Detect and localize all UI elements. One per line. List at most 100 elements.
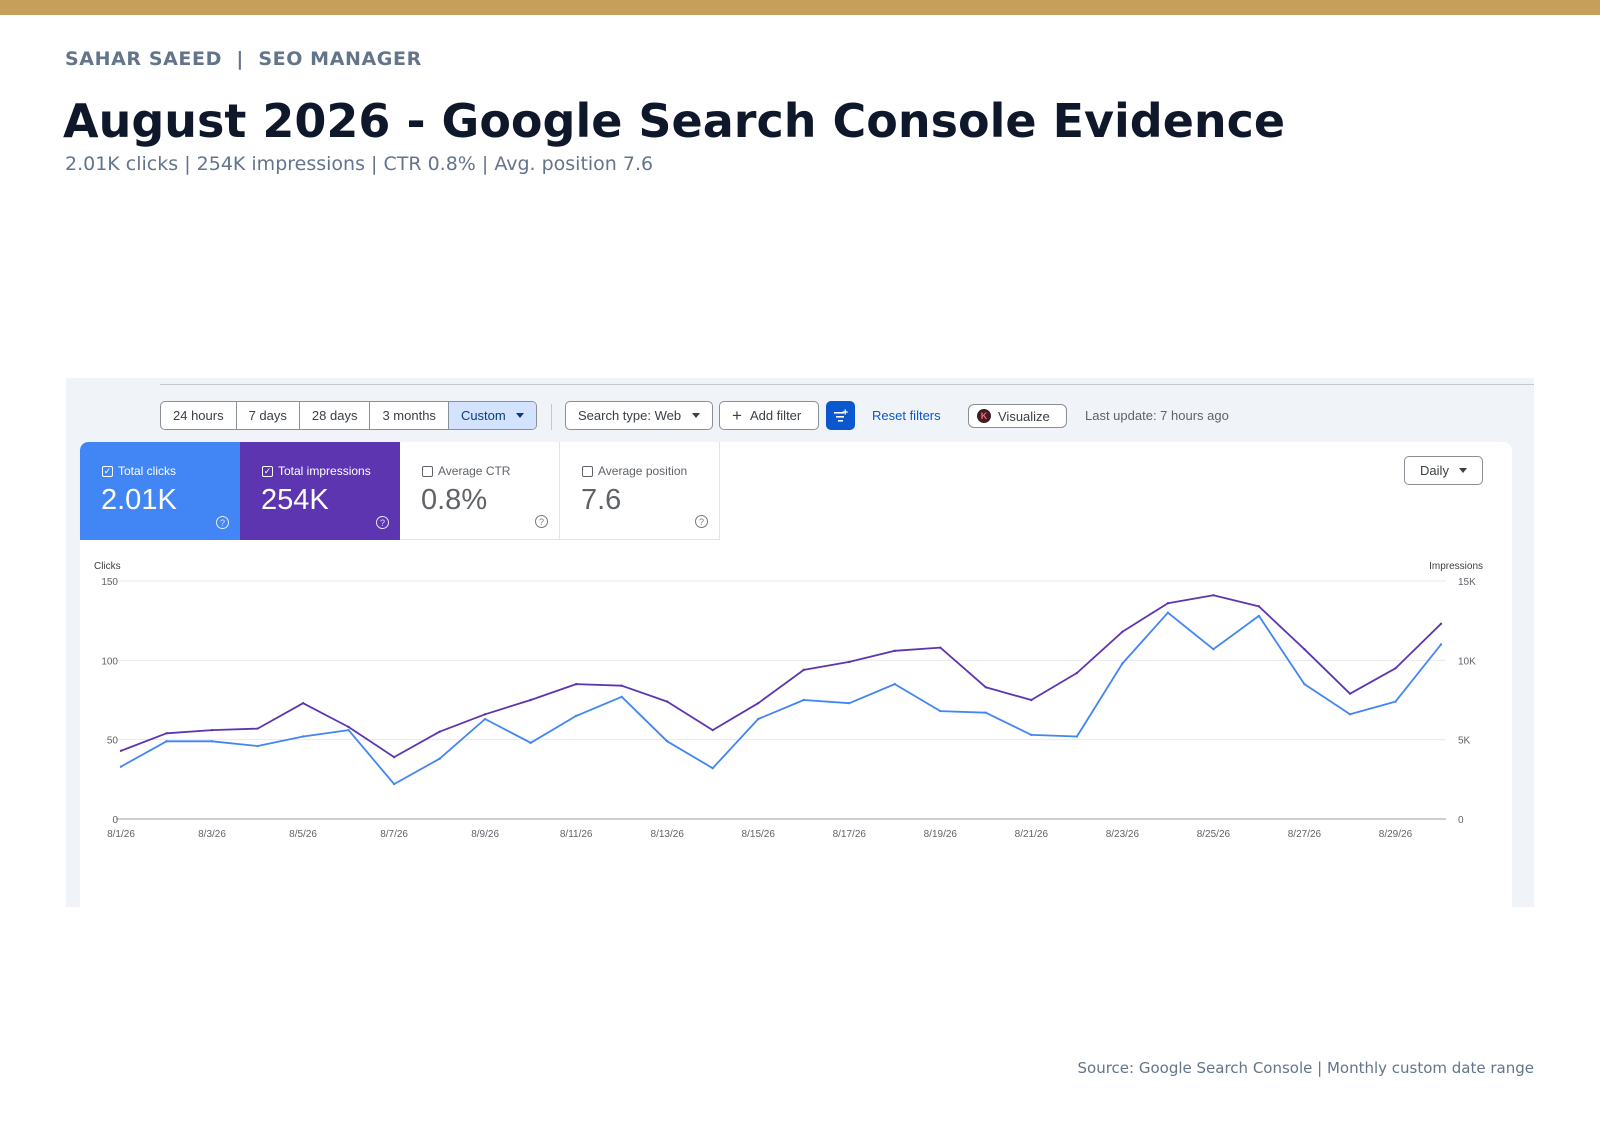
performance-chart: 0 50 100 150 0 5K 10K 15K Clicks Impressions 8/1/2… [94, 561, 1483, 840]
range-24-hours[interactable]: 24 hours [161, 402, 237, 429]
data-point-total-clicks [1394, 700, 1397, 703]
search-type-dropdown[interactable]: Search type: Web [565, 401, 713, 430]
metric-value: 254K [261, 484, 329, 516]
metric-average-ctr[interactable]: Average CTR 0.8% ? [400, 442, 560, 540]
data-point-total-clicks [984, 711, 988, 714]
left-axis-title: Clicks [94, 561, 121, 572]
data-point-total-impressions [483, 713, 487, 716]
page-title: August 2026 - Google Search Console Evid… [63, 94, 1286, 148]
search-console-screenshot: 24 hours 7 days 28 days 3 months Custom … [66, 378, 1534, 907]
data-point-total-clicks [1212, 648, 1215, 651]
accent-bar [0, 0, 1600, 15]
plus-icon: + [732, 406, 742, 425]
data-point-total-impressions [1075, 671, 1079, 675]
range-28-days[interactable]: 28 days [300, 402, 371, 429]
checkbox-checked-icon[interactable]: ✓ [262, 465, 273, 477]
data-point-total-impressions [392, 755, 396, 759]
data-point-total-clicks [347, 728, 350, 732]
visualize-label: Visualize [998, 408, 1050, 424]
chevron-down-icon [515, 413, 524, 418]
right-tick-label: 15K [1458, 577, 1476, 588]
data-point-total-clicks [1075, 735, 1079, 738]
help-icon[interactable]: ? [216, 516, 229, 529]
data-point-total-impressions [438, 730, 441, 733]
metric-total-clicks[interactable]: ✓ Total clicks 2.01K ? [80, 442, 240, 540]
x-tick-label: 8/21/26 [1015, 829, 1049, 840]
x-tick-label: 8/25/26 [1197, 829, 1231, 840]
checkbox-checked-icon[interactable]: ✓ [102, 465, 113, 477]
right-tick-label: 10K [1458, 656, 1476, 667]
right-axis-title: Impressions [1429, 561, 1483, 572]
data-point-total-clicks [483, 717, 487, 721]
data-point-total-clicks [893, 682, 896, 686]
data-point-total-impressions [711, 728, 714, 732]
metric-label-row: ✓ Total clicks [102, 464, 176, 478]
x-tick-label: 8/27/26 [1288, 829, 1322, 840]
chevron-down-icon [1458, 468, 1467, 473]
left-tick-label: 0 [112, 815, 118, 826]
data-point-total-impressions [1030, 698, 1033, 702]
toolbar-separator [551, 404, 552, 430]
filter-settings-button[interactable] [826, 401, 855, 430]
metric-label-row: Average CTR [422, 464, 510, 478]
granularity-label: Daily [1420, 463, 1449, 478]
data-point-total-impressions [1166, 602, 1170, 605]
data-point-total-impressions [529, 698, 532, 702]
data-point-total-impressions [666, 700, 669, 703]
range-custom-label: Custom [460, 408, 506, 423]
data-point-total-impressions [301, 701, 305, 705]
data-point-total-clicks [256, 744, 259, 748]
metric-value: 2.01K [101, 484, 177, 516]
visualize-button[interactable]: K Visualize [968, 404, 1067, 428]
help-icon[interactable]: ? [376, 516, 389, 529]
x-tick-label: 8/7/26 [380, 829, 408, 840]
divider [160, 384, 1534, 385]
data-point-total-clicks [165, 740, 168, 743]
series-line-total-clicks [120, 611, 1442, 786]
data-point-total-clicks [939, 709, 942, 713]
data-point-total-impressions [1394, 667, 1397, 670]
data-point-total-clicks [802, 698, 805, 702]
data-point-total-clicks [757, 717, 760, 721]
range-custom[interactable]: Custom [448, 402, 536, 429]
data-point-total-clicks [1257, 614, 1261, 618]
add-filter-button[interactable]: + Add filter [719, 401, 819, 430]
add-filter-label: Add filter [749, 408, 802, 423]
data-point-total-impressions [165, 732, 168, 735]
series-line-total-impressions [120, 594, 1442, 759]
filter-list-icon [833, 409, 848, 422]
x-tick-label: 8/17/26 [833, 829, 867, 840]
data-point-total-impressions [1303, 648, 1306, 651]
data-point-total-impressions [1257, 605, 1261, 608]
data-point-total-clicks [711, 767, 714, 770]
data-point-total-impressions [119, 749, 123, 752]
checkbox-unchecked-icon[interactable] [582, 465, 593, 477]
metric-label: Average CTR [438, 464, 511, 478]
checkbox-unchecked-icon[interactable] [422, 465, 433, 477]
data-point-total-impressions [1121, 630, 1124, 633]
data-point-total-clicks [666, 740, 669, 743]
x-tick-label: 8/11/26 [560, 829, 593, 840]
data-point-total-clicks [848, 701, 851, 705]
data-point-total-impressions [1439, 622, 1443, 626]
data-point-total-clicks [620, 695, 623, 699]
data-point-total-clicks [1166, 611, 1170, 614]
last-update-text: Last update: 7 hours ago [1085, 408, 1229, 423]
help-icon[interactable]: ? [535, 515, 548, 528]
data-point-total-clicks [1348, 713, 1352, 716]
reset-filters-link[interactable]: Reset filters [872, 408, 941, 423]
source-note: Source: Google Search Console | Monthly … [1077, 1059, 1534, 1077]
data-point-total-impressions [984, 686, 988, 689]
x-tick-label: 8/13/26 [651, 829, 685, 840]
help-icon[interactable]: ? [695, 515, 708, 528]
range-7-days[interactable]: 7 days [237, 402, 300, 429]
metric-average-position[interactable]: Average position 7.6 ? [560, 442, 720, 540]
metric-label: Total clicks [118, 464, 177, 478]
data-point-total-clicks [392, 782, 396, 786]
metric-total-impressions[interactable]: ✓ Total impressions 254K ? [240, 442, 400, 540]
data-point-total-clicks [574, 714, 578, 718]
data-point-total-clicks [1121, 662, 1124, 665]
data-point-total-clicks [1303, 682, 1306, 686]
granularity-dropdown[interactable]: Daily [1404, 456, 1483, 485]
range-3-months[interactable]: 3 months [370, 402, 449, 429]
